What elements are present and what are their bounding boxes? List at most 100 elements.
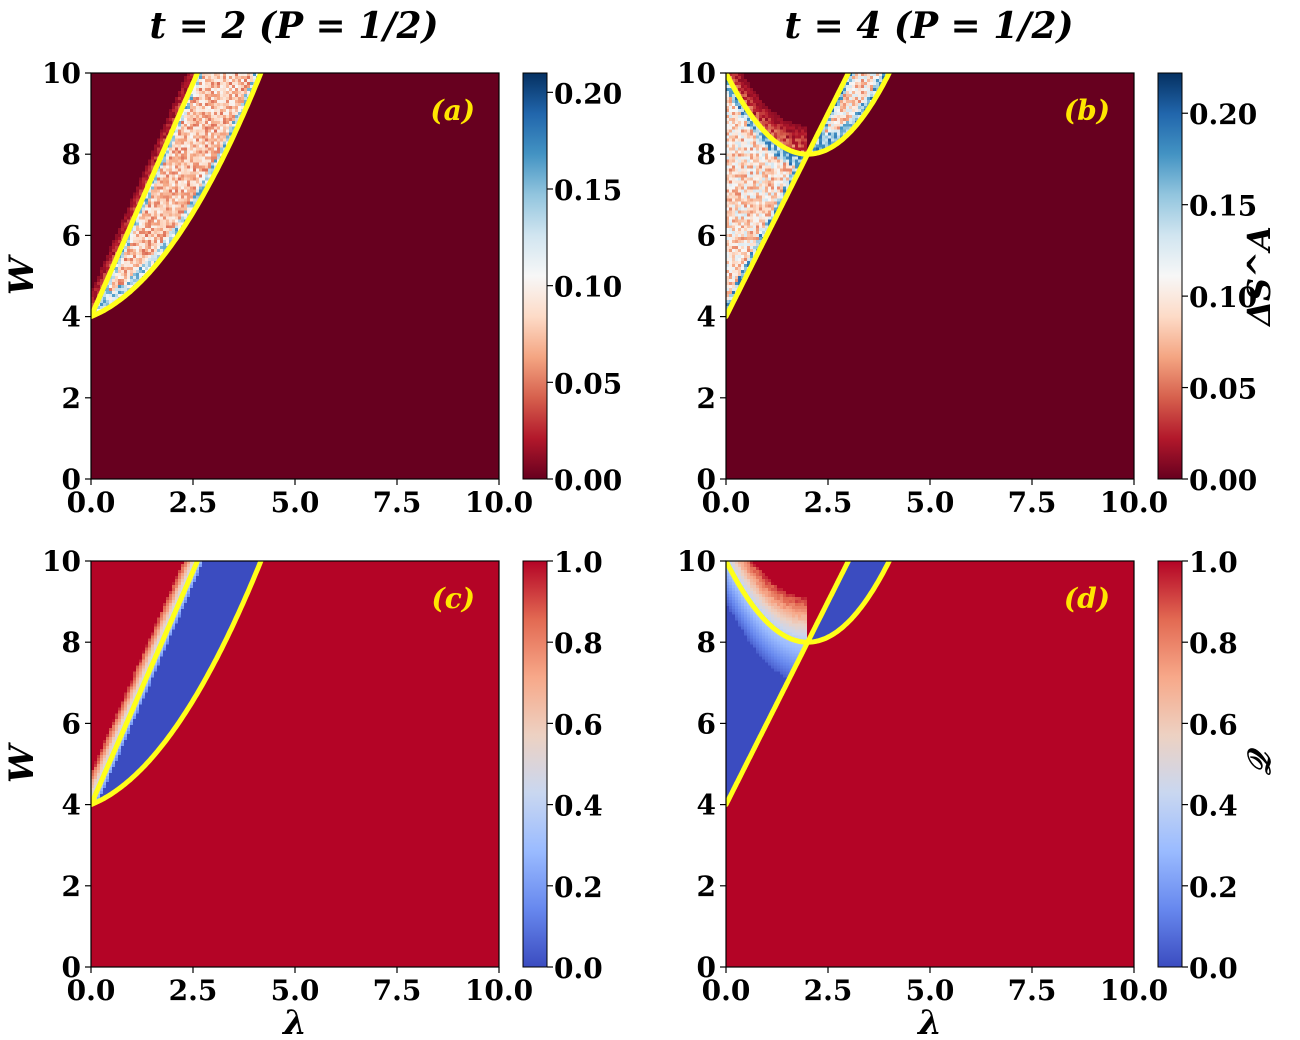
- y-tick-label: 2: [697, 870, 716, 903]
- x-tick-label: 2.5: [169, 974, 218, 1007]
- y-tick-label: 6: [62, 707, 81, 740]
- colorbar-tick-label: 0.10: [1189, 281, 1257, 314]
- x-tick-label: 7.5: [1008, 974, 1057, 1007]
- y-tick-label: 4: [62, 301, 81, 334]
- panel-label-b: (b): [1064, 94, 1110, 127]
- x-tick-label: 5.0: [271, 486, 320, 519]
- y-tick-label: 2: [62, 382, 81, 415]
- panel-b: 0.0 2.5 5.0 7.5 10.0 0 2 4 6 8 10 (b) 0.00 0.05 0.10 0.…: [677, 57, 1278, 519]
- x-tick-label: 7.5: [373, 974, 422, 1007]
- x-tick-label: 7.5: [373, 486, 422, 519]
- heatmap-b: [726, 73, 1134, 479]
- x-tick-label: 5.0: [906, 486, 955, 519]
- y-tick-label: 0: [62, 463, 81, 496]
- boundary-line-d: [726, 561, 852, 808]
- x-tick-label: 2.5: [169, 486, 218, 519]
- column-title-right: t = 4 (P = 1/2): [784, 5, 1073, 47]
- boundary-curves-d: [726, 561, 892, 808]
- boundary-curves-a: [91, 73, 264, 320]
- colorbar-tick-label: 0.6: [554, 708, 603, 741]
- colorbar-tick-label: 0.20: [1189, 98, 1257, 131]
- y-tick-label: 6: [697, 219, 716, 252]
- boundary-upper-a: [91, 73, 201, 320]
- x-tick-label: 0.0: [702, 486, 751, 519]
- colorbar-tick-label: 0.00: [554, 464, 622, 497]
- y-tick-label: 8: [697, 626, 716, 659]
- y-tick-label: 0: [697, 951, 716, 984]
- y-tick-label: 10: [42, 57, 81, 90]
- x-tick-label: 10.0: [465, 486, 533, 519]
- heatmap-c: [91, 561, 499, 967]
- boundary-parabola-b: [726, 73, 892, 157]
- colorbar-tick-label: 0.2: [554, 871, 603, 904]
- y-tick-label: 8: [62, 138, 81, 171]
- y-axis-label: W: [2, 254, 42, 295]
- colorbar-a: [522, 72, 548, 480]
- y-tick-label: 0: [62, 951, 81, 984]
- colorbar-tick-label: 0.4: [554, 790, 603, 823]
- colorbar-tick-label: 0.0: [554, 952, 603, 985]
- panel-label-a: (a): [430, 94, 475, 127]
- y-tick-label: 8: [62, 626, 81, 659]
- y-tick-label: 8: [697, 138, 716, 171]
- panel-a: 0.0 2.5 5.0 7.5 10.0 0 2 4 6 8 10 W (a) 0.00 0.05 0.10 0…: [2, 57, 622, 519]
- x-tick-label: 2.5: [804, 974, 853, 1007]
- colorbar-label-b: ΔS^A: [1240, 226, 1278, 328]
- boundary-curves-c: [91, 561, 264, 808]
- column-title-left: t = 2 (P = 1/2): [149, 5, 438, 47]
- colorbar-tick-label: 0.05: [1189, 373, 1257, 406]
- colorbar-b: [1157, 72, 1183, 480]
- boundary-lower-a: [91, 73, 264, 320]
- x-tick-label: 0.0: [702, 974, 751, 1007]
- boundary-parabola-d: [726, 561, 892, 645]
- boundary-lower-c: [91, 561, 264, 808]
- x-axis-label: λ: [916, 1003, 942, 1040]
- x-tick-label: 10.0: [1100, 486, 1168, 519]
- y-tick-label: 6: [62, 219, 81, 252]
- boundary-curves-b: [726, 73, 892, 320]
- y-tick-label: 2: [62, 870, 81, 903]
- colorbar-tick-label: 0.15: [1189, 190, 1257, 223]
- boundary-upper-c: [91, 561, 201, 808]
- colorbar-tick-label: 0.05: [554, 367, 622, 400]
- heatmap-d: [726, 561, 1134, 967]
- y-axis-label: W: [2, 742, 42, 783]
- x-tick-label: 0.0: [67, 974, 116, 1007]
- y-tick-label: 10: [42, 545, 81, 578]
- y-tick-label: 6: [697, 707, 716, 740]
- x-tick-label: 5.0: [906, 974, 955, 1007]
- x-tick-label: 7.5: [1008, 486, 1057, 519]
- colorbar-tick-label: 0.8: [1189, 627, 1238, 660]
- y-tick-label: 2: [697, 382, 716, 415]
- colorbar-label-d: 𝒬: [1240, 747, 1278, 775]
- x-tick-label: 0.0: [67, 486, 116, 519]
- x-tick-label: 2.5: [804, 486, 853, 519]
- colorbar-d: [1157, 560, 1183, 968]
- panel-c: 0.0 2.5 5.0 7.5 10.0 0 2 4 6 8 10 Wλ (c) 0.0 0.2 0.4 0.6…: [2, 545, 603, 1040]
- y-tick-label: 0: [697, 463, 716, 496]
- colorbar-tick-label: 0.10: [554, 271, 622, 304]
- boundary-line-b: [726, 73, 852, 320]
- y-tick-label: 4: [697, 789, 716, 822]
- y-tick-label: 4: [697, 301, 716, 334]
- panel-label-d: (d): [1064, 582, 1110, 615]
- colorbar-tick-label: 0.2: [1189, 871, 1238, 904]
- colorbar-tick-label: 0.8: [554, 627, 603, 660]
- colorbar-tick-label: 0.20: [554, 77, 622, 110]
- y-tick-label: 10: [677, 57, 716, 90]
- y-tick-label: 4: [62, 789, 81, 822]
- colorbar-c: [522, 560, 548, 968]
- colorbar-tick-label: 0.15: [554, 174, 622, 207]
- x-tick-label: 10.0: [1100, 974, 1168, 1007]
- colorbar-tick-label: 0.4: [1189, 790, 1238, 823]
- x-tick-label: 10.0: [465, 974, 533, 1007]
- y-tick-label: 10: [677, 545, 716, 578]
- panel-d: 0.0 2.5 5.0 7.5 10.0 0 2 4 6 8 10 λ (d) 0.0 0.2 0.4 0.6 0…: [677, 545, 1278, 1040]
- colorbar-tick-label: 0.6: [1189, 708, 1238, 741]
- colorbar-tick-label: 1.0: [554, 546, 603, 579]
- colorbar-tick-label: 0.00: [1189, 464, 1257, 497]
- x-tick-label: 5.0: [271, 974, 320, 1007]
- colorbar-tick-label: 0.0: [1189, 952, 1238, 985]
- colorbar-tick-label: 1.0: [1189, 546, 1238, 579]
